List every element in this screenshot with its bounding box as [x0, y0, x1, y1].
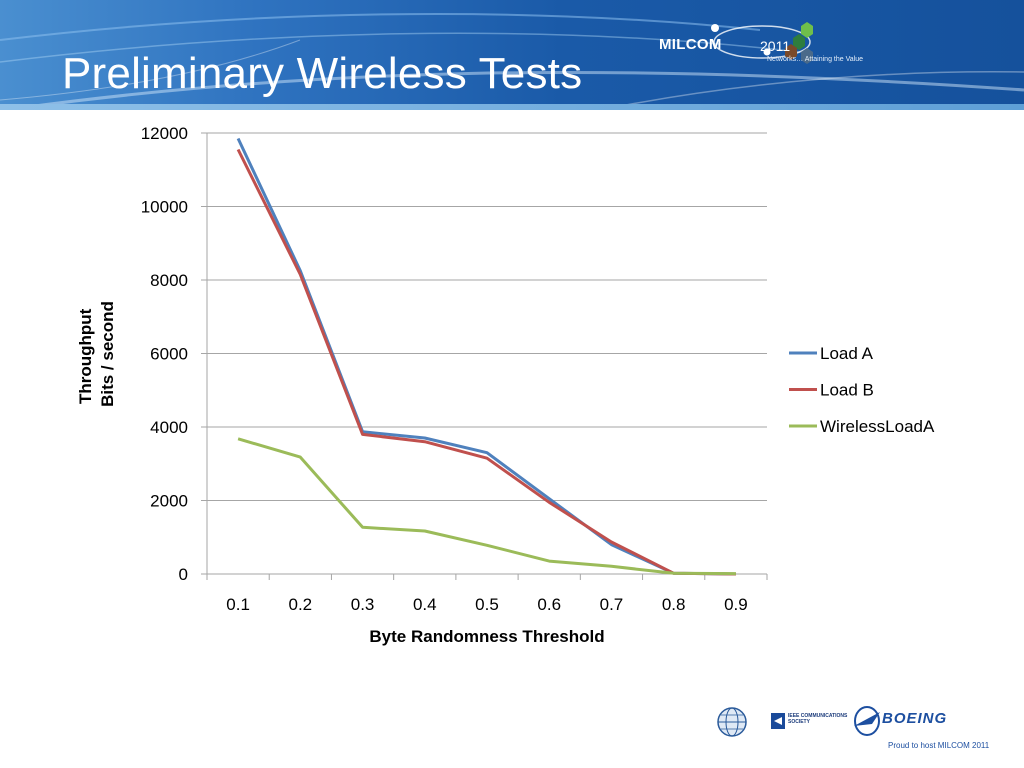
milcom-tagline: Networks… Attaining the Value — [767, 56, 863, 63]
x-tick-label: 0.3 — [351, 595, 375, 614]
x-tick-label: 0.6 — [537, 595, 561, 614]
y-tick-label: 12000 — [141, 124, 188, 143]
x-tick-label: 0.9 — [724, 595, 748, 614]
y-tick-label: 10000 — [141, 198, 188, 217]
afcea-globe-icon — [717, 707, 747, 737]
series-line-load-b — [236, 148, 736, 576]
legend-label: Load A — [820, 344, 874, 363]
milcom-year: 2011 — [760, 38, 791, 54]
legend-label: Load B — [820, 381, 874, 400]
series-group — [236, 137, 736, 576]
x-axis-title: Byte Randomness Threshold — [369, 627, 604, 646]
boeing-wordmark: BOEING — [882, 710, 948, 727]
header-banner: Preliminary Wireless Tests MILCOM 2011 N… — [0, 0, 1024, 110]
gridlines — [206, 132, 767, 575]
y-axis-title-line-1: Throughput — [76, 308, 95, 404]
y-tick-label: 4000 — [150, 418, 188, 437]
boeing-logo-icon — [854, 706, 880, 736]
y-axis-title: Throughput Bits / second — [76, 301, 117, 407]
footer-logos: IEEE COMMUNICATIONS SOCIETY BOEING Proud… — [700, 700, 1010, 760]
y-tick-label: 6000 — [150, 345, 188, 364]
x-tick-label: 0.2 — [289, 595, 313, 614]
slide-title: Preliminary Wireless Tests — [62, 49, 583, 98]
x-tick-label: 0.1 — [226, 595, 250, 614]
host-credit-text: Proud to host MILCOM 2011 — [888, 741, 990, 750]
y-axis-title-line-2: Bits / second — [98, 301, 117, 407]
milcom-logo: MILCOM 2011 Networks… Attaining the Valu… — [655, 12, 885, 72]
x-axis-ticks: 0.1 0.2 0.3 0.4 0.5 0.6 0.7 0.8 0.9 — [206, 574, 768, 614]
ieee-comsoc-icon — [771, 713, 785, 729]
legend: Load A Load B WirelessLoadA — [789, 344, 935, 436]
x-tick-label: 0.5 — [475, 595, 499, 614]
x-tick-label: 0.8 — [662, 595, 686, 614]
x-tick-label: 0.4 — [413, 595, 437, 614]
milcom-name: MILCOM — [659, 36, 722, 53]
series-line-wirelessloada — [237, 437, 736, 576]
y-tick-label: 0 — [179, 565, 188, 584]
banner-swoosh-lines — [0, 12, 1024, 110]
series-line-load-a — [236, 137, 736, 576]
y-axis-ticks: 0 2000 4000 6000 8000 10000 12000 — [141, 124, 207, 584]
y-tick-label: 8000 — [150, 271, 188, 290]
throughput-line-chart: 0 2000 4000 6000 8000 10000 12000 0.1 0.2 0.3 0.4… — [76, 124, 935, 646]
legend-label: WirelessLoadA — [820, 417, 935, 436]
ieee-comsoc-text: IEEE COMMUNICATIONS SOCIETY — [788, 713, 848, 725]
y-tick-label: 2000 — [150, 492, 188, 511]
banner-bottom-stripe — [0, 104, 1024, 110]
x-tick-label: 0.7 — [600, 595, 624, 614]
milcom-hexagon-icon — [711, 22, 813, 64]
